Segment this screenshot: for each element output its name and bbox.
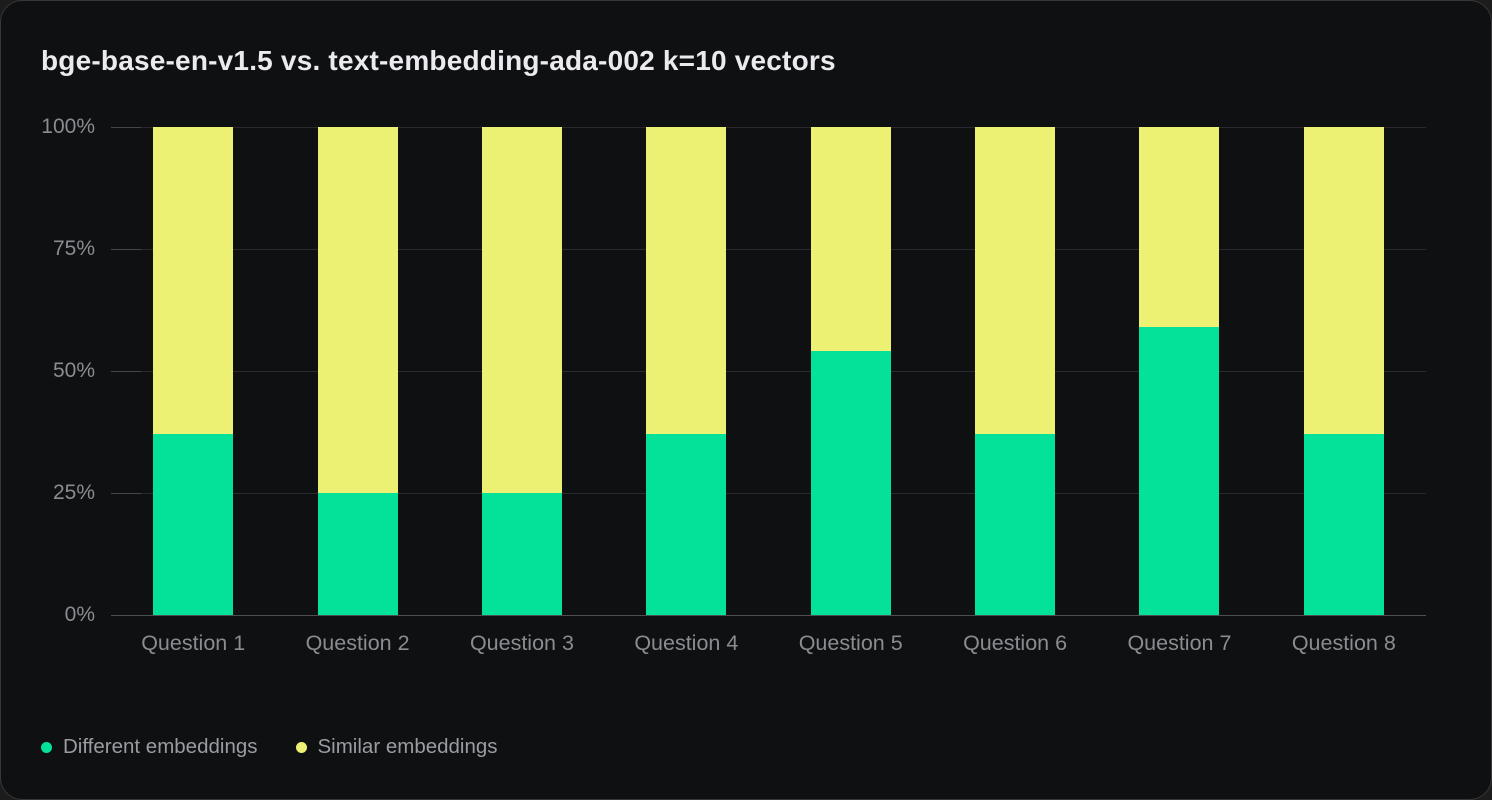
legend-item-different-embeddings[interactable]: Different embeddings xyxy=(41,735,258,759)
y-tick-mark-25 xyxy=(111,493,141,494)
gridline-100 xyxy=(111,127,1426,128)
bar-segment-different-q5 xyxy=(810,351,891,615)
plot-area xyxy=(111,127,1426,616)
bar-segment-similar-q1 xyxy=(153,127,234,435)
bar-4 xyxy=(646,127,727,615)
y-tick-mark-75 xyxy=(111,249,141,250)
bar-segment-similar-q2 xyxy=(317,127,398,493)
legend-dot-icon xyxy=(41,741,52,753)
y-tick-mark-50 xyxy=(111,371,141,372)
y-axis: 100% 75% 50% 25% 0% xyxy=(1,115,95,626)
gridline-25 xyxy=(111,493,1426,494)
x-tick-label-3: Question 3 xyxy=(469,631,574,655)
bar-1 xyxy=(153,127,234,615)
bar-segment-different-q8 xyxy=(1303,434,1384,615)
gridline-0 xyxy=(111,615,1426,616)
legend-item-similar-embeddings[interactable]: Similar embeddings xyxy=(295,735,498,759)
legend-dot-icon xyxy=(295,741,307,753)
bar-7 xyxy=(1139,127,1220,615)
y-tick-label-50: 50% xyxy=(52,359,95,382)
y-tick-label-75: 75% xyxy=(52,237,95,260)
bar-segment-different-q1 xyxy=(153,434,234,615)
chart-title: bge-base-en-v1.5 vs. text-embedding-ada-… xyxy=(41,45,836,76)
x-tick-label-7: Question 7 xyxy=(1127,631,1232,655)
bar-5 xyxy=(810,127,891,615)
x-tick-label-5: Question 5 xyxy=(798,631,903,655)
gridline-50 xyxy=(111,371,1426,372)
bar-segment-similar-q3 xyxy=(481,127,562,493)
x-tick-label-4: Question 4 xyxy=(634,631,739,655)
legend-label: Different embeddings xyxy=(63,735,258,758)
bar-segment-similar-q5 xyxy=(810,127,891,352)
bar-6 xyxy=(975,127,1056,615)
bar-segment-different-q2 xyxy=(317,493,398,615)
y-tick-mark-100 xyxy=(111,127,141,128)
legend: Different embeddings Similar embeddings xyxy=(41,735,498,759)
gridline-75 xyxy=(111,249,1426,250)
bar-segment-different-q6 xyxy=(975,434,1056,615)
bar-2 xyxy=(317,127,398,615)
y-tick-label-100: 100% xyxy=(41,115,95,138)
bar-segment-different-q3 xyxy=(481,493,562,615)
bar-segment-similar-q6 xyxy=(975,127,1056,435)
x-tick-label-2: Question 2 xyxy=(305,631,410,655)
x-axis: Question 1 Question 2 Question 3 Question 4… xyxy=(111,631,1426,656)
bar-segment-similar-q4 xyxy=(646,127,727,435)
bar-segment-similar-q7 xyxy=(1139,127,1220,328)
legend-label: Similar embeddings xyxy=(317,735,498,758)
x-tick-label-6: Question 6 xyxy=(963,631,1068,655)
bar-segment-similar-q8 xyxy=(1303,127,1384,435)
bar-segment-different-q7 xyxy=(1139,327,1220,615)
bar-segment-different-q4 xyxy=(646,434,727,615)
x-tick-label-8: Question 8 xyxy=(1291,631,1396,655)
y-tick-label-25: 25% xyxy=(52,481,95,504)
y-tick-label-0: 0% xyxy=(64,603,95,626)
bar-3 xyxy=(481,127,562,615)
bar-8 xyxy=(1303,127,1384,615)
x-tick-label-1: Question 1 xyxy=(141,631,246,655)
bars-container xyxy=(111,127,1426,615)
